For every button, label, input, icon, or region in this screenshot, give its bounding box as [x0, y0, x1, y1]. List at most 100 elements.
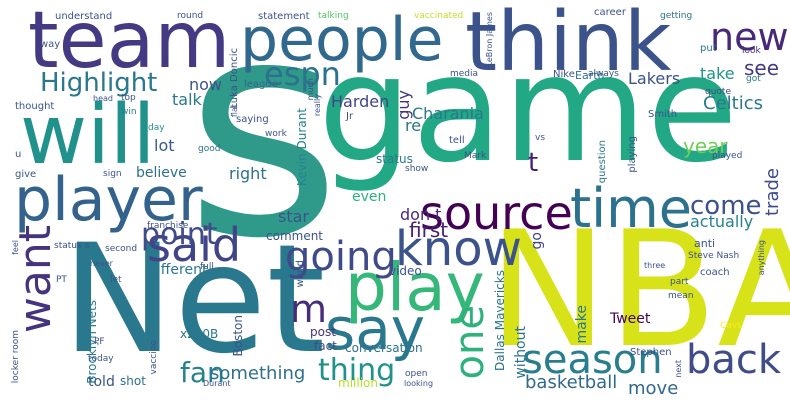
word-net: Net: [62, 213, 326, 387]
word-take: take: [700, 64, 735, 83]
word-people: people: [240, 5, 444, 75]
word-question: question: [597, 140, 608, 184]
word-talking: talking: [318, 11, 349, 21]
word-sign: sign: [103, 169, 122, 179]
word-round: round: [177, 11, 204, 21]
word-stephen: Stephen: [630, 347, 672, 358]
word-espn: espn: [264, 55, 341, 93]
word-lakers: Lakers: [628, 69, 681, 88]
word-top: top: [121, 93, 136, 103]
word-open: open: [405, 369, 428, 379]
word-million: million: [338, 376, 378, 390]
word-right: right: [229, 164, 267, 183]
word-full: full: [200, 262, 214, 272]
word-career: career: [594, 7, 626, 18]
word-lebron-james: LeBron James: [485, 12, 494, 67]
word-basketball: basketball: [525, 372, 618, 393]
word-first: first: [409, 218, 449, 242]
word-status-s: status s: [54, 241, 90, 251]
word-now: now: [189, 75, 223, 94]
word-new: new: [710, 15, 789, 59]
word-trade: trade: [762, 168, 783, 216]
word-said: said: [147, 218, 242, 272]
word-really: really: [313, 94, 322, 117]
word-understand: understand: [55, 11, 113, 22]
word-going: going: [285, 234, 397, 280]
word-second: second: [105, 244, 138, 254]
word-coach: coach: [700, 267, 730, 278]
word-steve-nash: Steve Nash: [688, 251, 740, 261]
word-earth: Earth: [575, 69, 605, 82]
word-fact: fact: [314, 339, 337, 353]
word-conversation: conversation: [345, 341, 423, 355]
word-team: team: [28, 0, 231, 86]
word-different: different: [148, 262, 208, 278]
word-play: play: [345, 249, 485, 326]
word-nike: Nike: [553, 69, 575, 80]
word-played: played: [712, 151, 743, 161]
word-harden: Harden: [331, 92, 390, 111]
word-let: let: [110, 275, 122, 285]
word-part: part: [670, 277, 689, 287]
word-believe: believe: [136, 165, 187, 181]
word-star: star: [278, 207, 309, 226]
word-mark: Mark: [464, 151, 487, 161]
word-give: give: [15, 169, 37, 180]
word-player: player: [14, 165, 203, 235]
word-anything: anything: [757, 240, 766, 276]
word-back: back: [686, 337, 782, 383]
word-s: s: [185, 0, 342, 304]
word-status: status: [376, 152, 413, 166]
word-kevin-durant: Kevin Durant: [295, 108, 309, 186]
word-nba: NBA: [488, 196, 790, 383]
word-saying: saying: [236, 114, 269, 125]
word-talk: talk: [172, 90, 202, 109]
word-point: point: [141, 217, 218, 252]
word-work: work: [265, 129, 287, 139]
word-luka-doncic: Luka Doncic: [229, 48, 240, 109]
word-comment: comment: [266, 229, 324, 243]
word-day: day: [148, 123, 165, 133]
word-look: look: [742, 46, 761, 56]
word-locker-room: locker room: [11, 330, 21, 384]
word-want: want: [10, 225, 61, 334]
word-even: even: [352, 189, 387, 205]
word-told: told: [88, 374, 115, 390]
word-cavs: Cavs: [720, 321, 742, 331]
word-head: head: [93, 94, 113, 103]
word-m: m: [290, 287, 328, 331]
word-feel: feel: [11, 240, 20, 255]
word-pt: PT: [56, 275, 67, 285]
word-vaccinated: vaccinated: [414, 11, 464, 21]
word-one: one: [447, 305, 493, 380]
word-actually: actually: [690, 212, 754, 231]
word-tweet: Tweet: [610, 311, 651, 327]
word-re: re: [405, 116, 422, 135]
word-world: world: [295, 260, 306, 288]
word-today: today: [88, 354, 114, 364]
word-mean: mean: [668, 291, 694, 301]
word-come: come: [690, 191, 762, 221]
word-league: league: [244, 79, 278, 90]
word-got: got: [746, 74, 761, 84]
word-looking: looking: [404, 379, 434, 388]
word-x200b: x200B: [180, 327, 219, 341]
word-anti: anti: [694, 237, 716, 250]
word-year: year: [683, 134, 728, 158]
word-statement: statement: [258, 11, 310, 22]
word-see: see: [744, 56, 780, 80]
word-make: make: [574, 305, 590, 344]
word-season: season: [522, 337, 663, 383]
word-post: post: [310, 325, 336, 339]
word-durant: Durant: [203, 379, 231, 388]
word-dont: don t: [400, 205, 442, 224]
word-franchise: franchise: [147, 221, 189, 231]
word-media: media: [450, 69, 479, 79]
word-celtics: Celtics: [703, 93, 763, 114]
word-way: way: [40, 39, 61, 50]
word-next: next: [674, 360, 683, 378]
word-vaccine: vaccine: [149, 340, 159, 375]
word-quote: quote: [705, 87, 731, 97]
word-know: know: [395, 221, 522, 277]
